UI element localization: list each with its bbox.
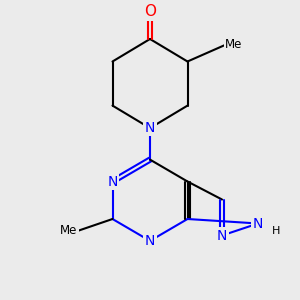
Text: Me: Me: [225, 38, 242, 52]
Text: N: N: [253, 217, 263, 230]
Text: N: N: [217, 229, 227, 242]
Text: N: N: [145, 234, 155, 248]
Text: O: O: [144, 4, 156, 20]
Text: H: H: [272, 226, 280, 236]
Text: N: N: [145, 121, 155, 135]
Text: Me: Me: [60, 224, 77, 238]
Text: N: N: [107, 175, 118, 188]
